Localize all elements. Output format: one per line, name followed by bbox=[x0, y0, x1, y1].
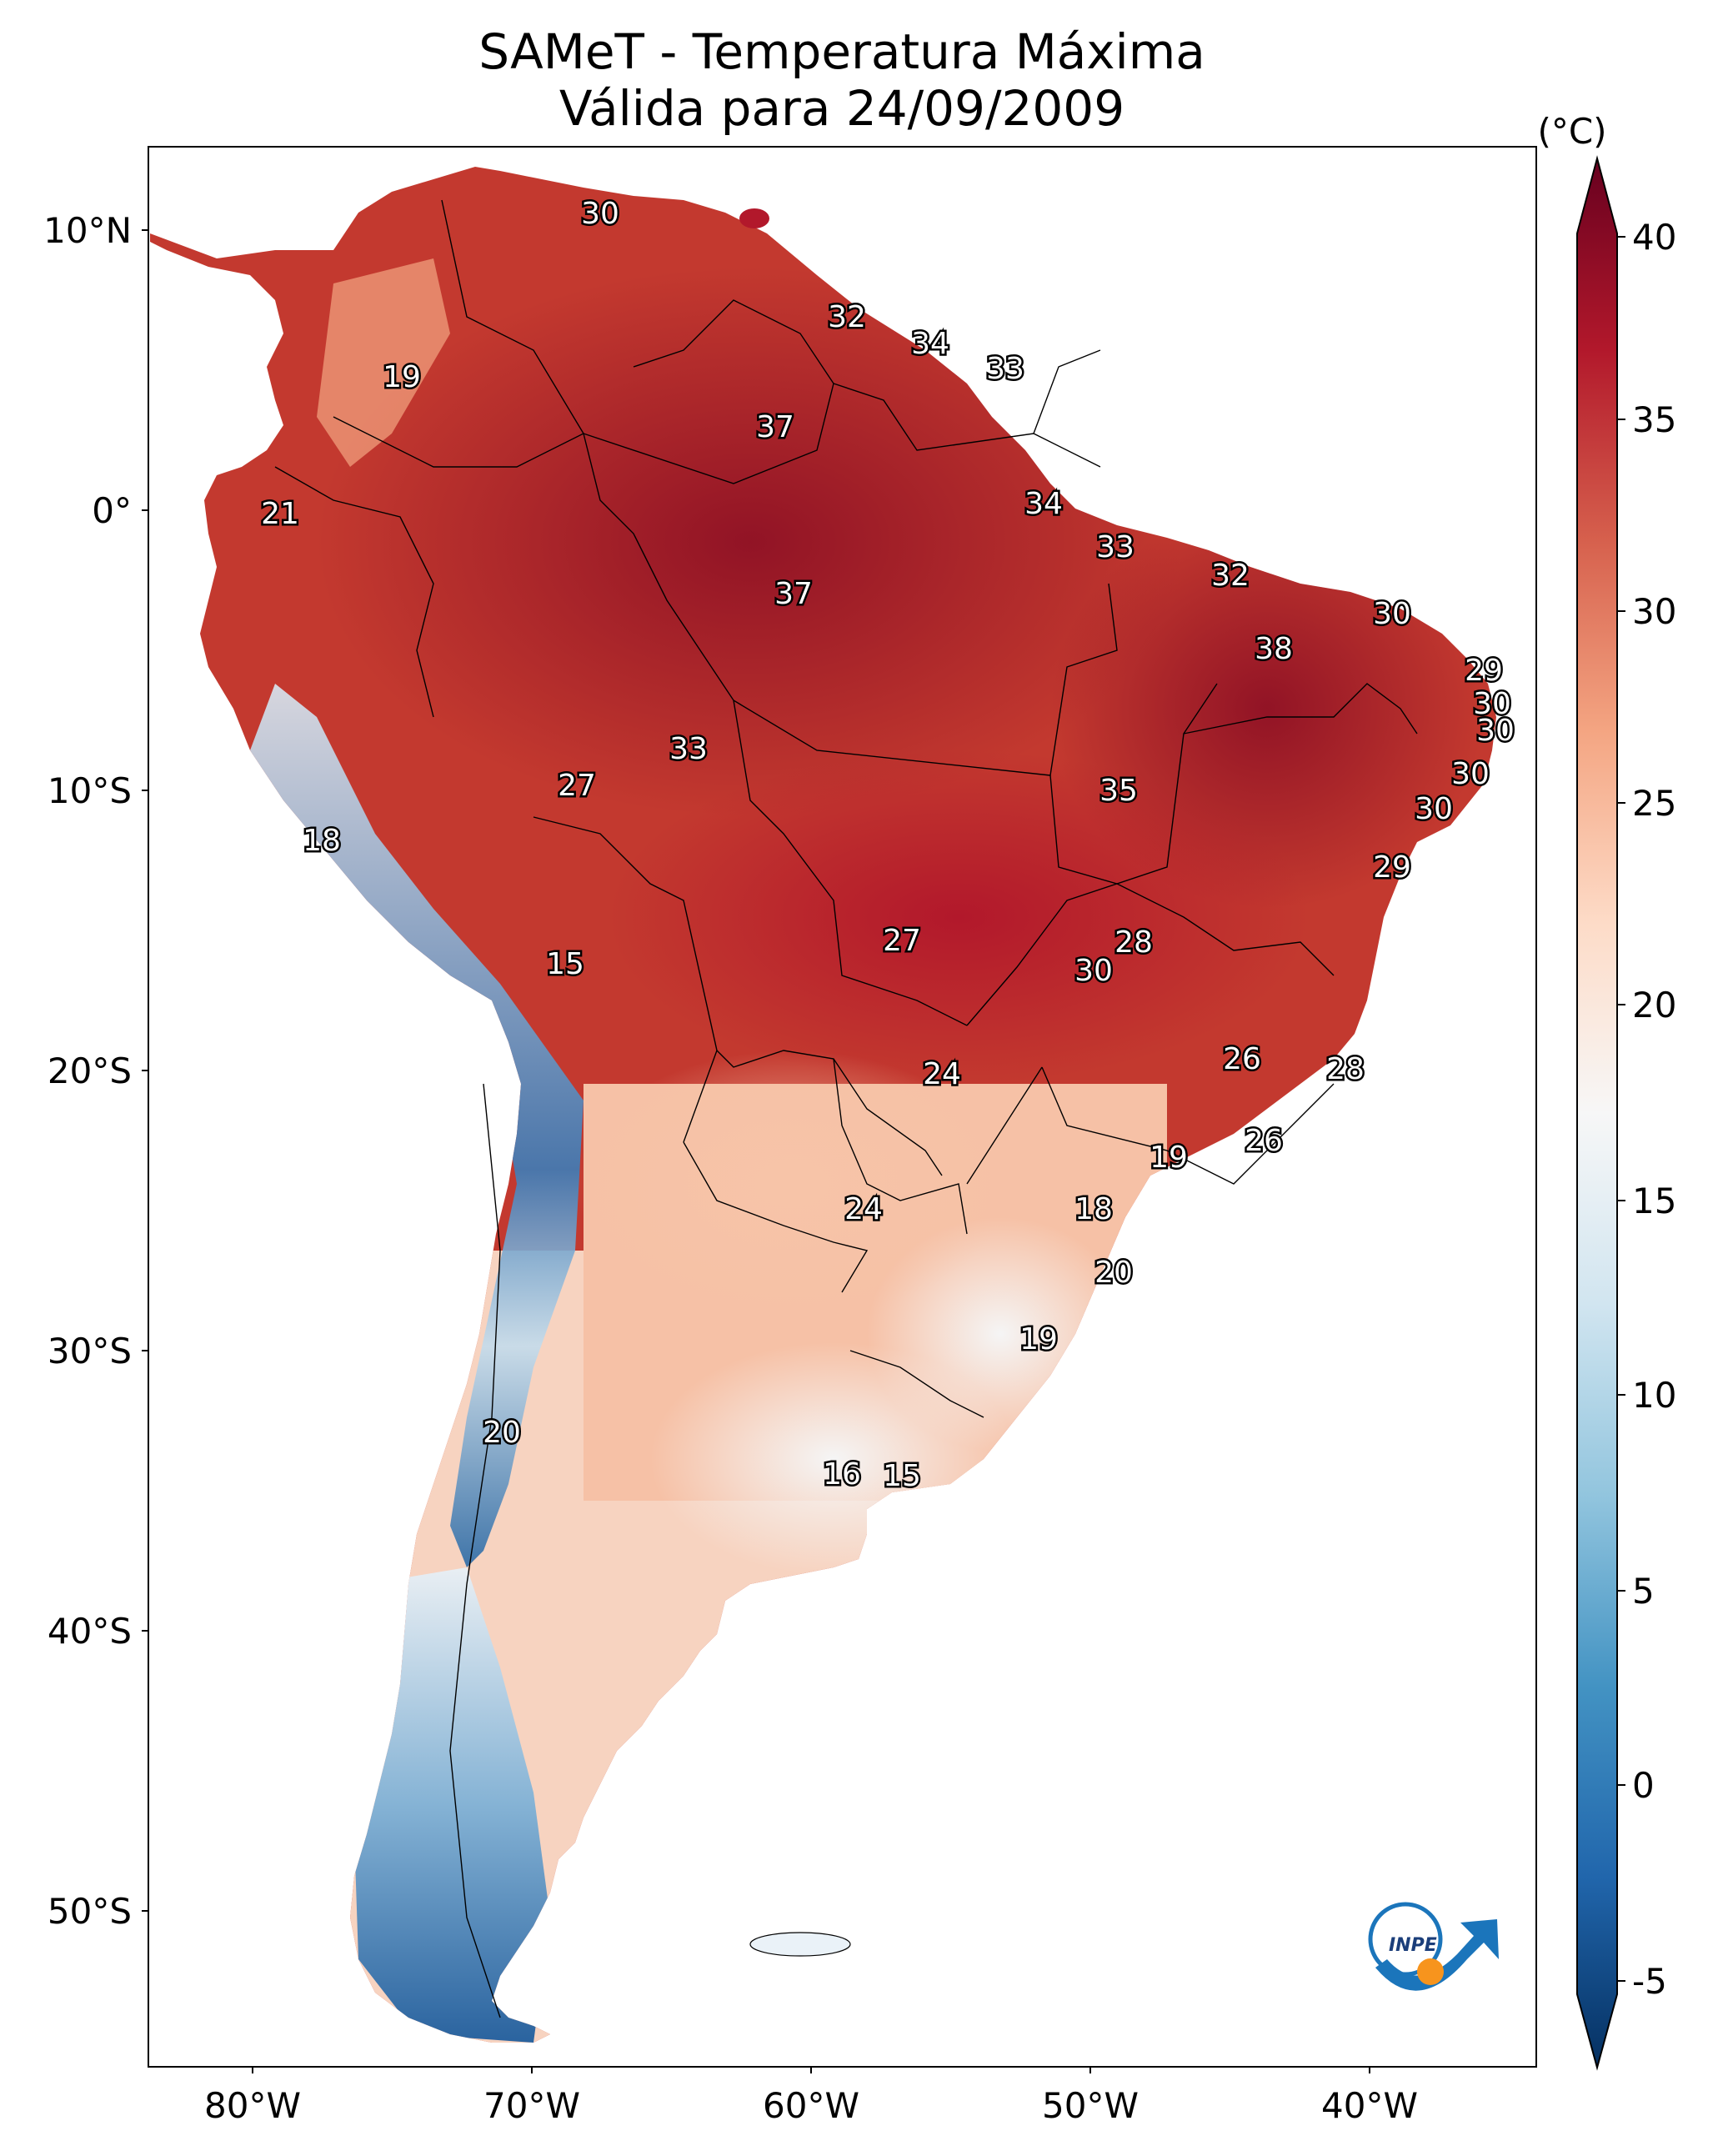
contour-label: 19 bbox=[383, 360, 421, 394]
colorbar-bar bbox=[1576, 155, 1618, 2071]
falkland-islands bbox=[749, 1932, 851, 1957]
colorbar-tick: 20 bbox=[1632, 985, 1676, 1025]
colorbar-tick: 40 bbox=[1632, 217, 1676, 258]
contour-label: 26 bbox=[1245, 1124, 1283, 1158]
colorbar: (°C) 40 35 30 25 20 15 10 5 0 -5 bbox=[1537, 111, 1676, 2071]
contour-label: 18 bbox=[1074, 1192, 1113, 1226]
contour-label: 29 bbox=[1373, 850, 1411, 885]
amazon-hot bbox=[317, 267, 1184, 817]
colorbar-tick: 25 bbox=[1632, 783, 1676, 824]
lat-label: 10°N bbox=[43, 210, 132, 251]
colorbar-tick: 10 bbox=[1632, 1375, 1676, 1416]
andes-cold-band bbox=[250, 684, 584, 1567]
colorbar-unit: (°C) bbox=[1537, 111, 1606, 152]
lat-label: 50°S bbox=[48, 1891, 132, 1932]
contour-label: 24 bbox=[844, 1192, 883, 1226]
contour-label: 33 bbox=[669, 732, 708, 766]
colorbar-tick: 5 bbox=[1632, 1571, 1655, 1612]
chaco-light bbox=[575, 1050, 1009, 1317]
contour-label: 35 bbox=[1099, 774, 1138, 808]
colorbar-tick: 15 bbox=[1632, 1181, 1676, 1221]
title-line-1: SAMeT - Temperatura Máxima bbox=[478, 23, 1205, 80]
contour-label: 30 bbox=[1373, 597, 1411, 631]
contour-label: 21 bbox=[261, 497, 299, 531]
contour-label: 20 bbox=[1094, 1256, 1133, 1290]
lat-label: 20°S bbox=[48, 1050, 132, 1091]
contour-label: 20 bbox=[483, 1416, 521, 1450]
contour-label: 28 bbox=[1114, 925, 1153, 960]
lat-label: 10°S bbox=[48, 770, 132, 811]
lon-label: 70°W bbox=[483, 2085, 580, 2126]
latitude-axis bbox=[142, 229, 148, 1912]
contour-label: 33 bbox=[1096, 530, 1134, 564]
title-line-2: Válida para 24/09/2009 bbox=[558, 80, 1125, 137]
contour-label: 28 bbox=[1326, 1052, 1365, 1086]
contour-label: 18 bbox=[303, 824, 341, 858]
contour-label: 24 bbox=[923, 1057, 961, 1091]
lon-label: 80°W bbox=[204, 2085, 301, 2126]
lon-label: 50°W bbox=[1042, 2085, 1139, 2126]
contour-label: 30 bbox=[1415, 792, 1453, 826]
contour-label: 32 bbox=[1211, 559, 1250, 593]
contour-label: 19 bbox=[1019, 1322, 1058, 1356]
caribbean-island bbox=[739, 208, 769, 228]
contour-label: 16 bbox=[823, 1457, 861, 1492]
country-borders bbox=[274, 199, 1418, 2018]
lat-label: 0° bbox=[92, 490, 132, 531]
contour-label: 26 bbox=[1223, 1042, 1261, 1076]
colorbar-tick: 0 bbox=[1632, 1765, 1655, 1806]
inpe-logo-text: INPE bbox=[1389, 1935, 1437, 1956]
contour-label: 30 bbox=[1074, 954, 1113, 988]
lon-label: 60°W bbox=[763, 2085, 859, 2126]
map-title: SAMeT - Temperatura Máxima Válida para 2… bbox=[150, 23, 1534, 137]
lat-label: 40°S bbox=[48, 1611, 132, 1652]
lon-label: 40°W bbox=[1321, 2085, 1418, 2126]
contour-label: 30 bbox=[1451, 757, 1490, 791]
contour-label: 30 bbox=[1476, 714, 1515, 748]
contour-label: 34 bbox=[911, 327, 949, 361]
contour-label: 27 bbox=[883, 924, 921, 958]
contour-label: 30 bbox=[1473, 687, 1511, 721]
contour-label: 29 bbox=[1465, 654, 1503, 688]
contour-label: 19 bbox=[1150, 1141, 1188, 1175]
longitude-axis bbox=[252, 2067, 1370, 2073]
contour-label: 34 bbox=[1024, 487, 1063, 521]
lat-label: 30°S bbox=[48, 1331, 132, 1371]
contour-label: 37 bbox=[774, 577, 813, 611]
contour-label: 33 bbox=[986, 352, 1024, 386]
colorbar-tick: -5 bbox=[1632, 1961, 1667, 2002]
colorbar-tick: 35 bbox=[1632, 399, 1676, 440]
contour-label: 38 bbox=[1255, 632, 1293, 666]
contour-label: 30 bbox=[581, 197, 619, 231]
colombia-andes-cool bbox=[317, 258, 450, 467]
contour-label: 37 bbox=[756, 410, 794, 444]
contour-label: 15 bbox=[546, 947, 584, 981]
contour-label: 27 bbox=[558, 769, 596, 803]
contour-labels: 30 32 34 33 19 37 21 34 33 32 37 30 38 2… bbox=[259, 195, 1517, 1496]
patagonia-cold bbox=[354, 1567, 550, 2043]
colorbar-tick: 30 bbox=[1632, 591, 1676, 632]
contour-label: 15 bbox=[883, 1459, 921, 1493]
inpe-logo: INPE bbox=[1368, 1902, 1499, 1991]
contour-label: 32 bbox=[828, 300, 866, 334]
